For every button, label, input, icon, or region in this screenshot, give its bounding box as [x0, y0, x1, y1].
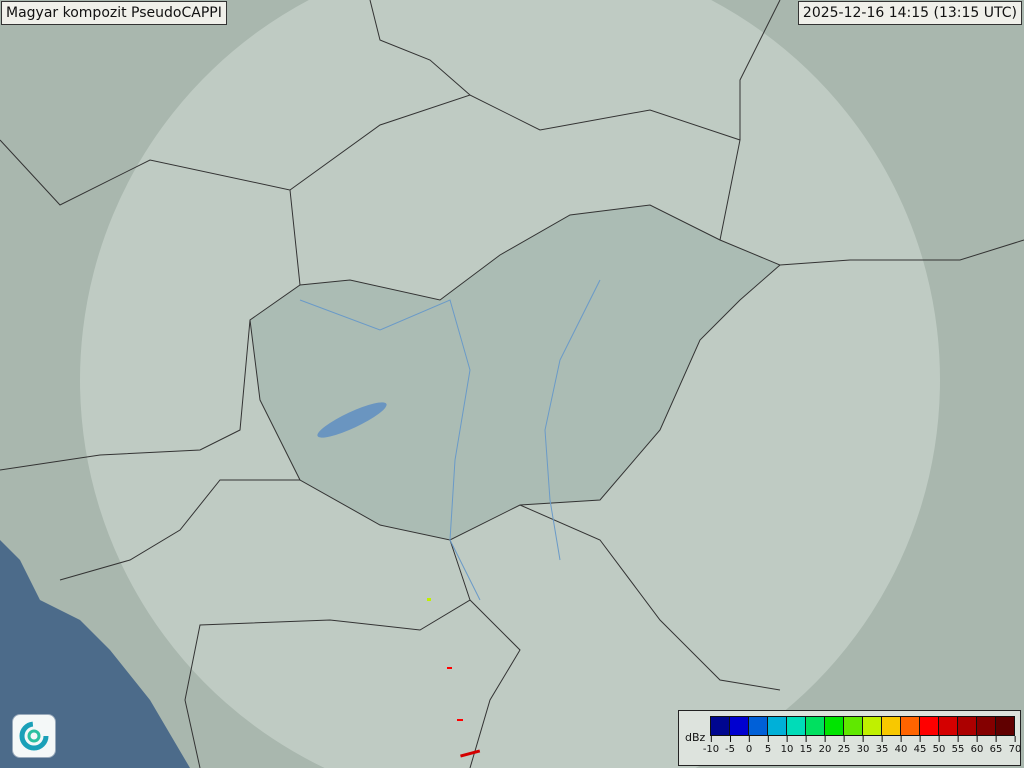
sea — [0, 540, 190, 768]
legend-tick: -10 — [702, 736, 720, 755]
legend-tick: 30 — [856, 736, 870, 755]
color-cell — [768, 717, 787, 735]
color-cell — [958, 717, 977, 735]
timestamp: 2025-12-16 14:15 (13:15 UTC) — [797, 1, 1022, 25]
legend-tick: 65 — [989, 736, 1003, 755]
legend-tick: 70 — [1008, 736, 1022, 755]
legend-tick: 0 — [745, 736, 753, 755]
color-cell — [882, 717, 901, 735]
color-cell — [939, 717, 958, 735]
legend-unit: dBz — [685, 731, 706, 744]
color-cell — [806, 717, 825, 735]
color-cell — [749, 717, 768, 735]
color-cell — [825, 717, 844, 735]
legend-tick: 10 — [780, 736, 794, 755]
product-title: Magyar kompozit PseudoCAPPI — [1, 1, 227, 25]
rivers — [299, 279, 601, 601]
met-service-swirl-icon — [12, 714, 56, 758]
legend-tick: 60 — [970, 736, 984, 755]
color-cell — [920, 717, 939, 735]
legend-tick: 5 — [764, 736, 772, 755]
lake-balaton — [317, 402, 387, 438]
color-cell — [863, 717, 882, 735]
legend-tick: 25 — [837, 736, 851, 755]
legend-tick: 45 — [913, 736, 927, 755]
color-cell — [901, 717, 920, 735]
legend-tick: 20 — [818, 736, 832, 755]
legend-tick: 40 — [894, 736, 908, 755]
dbz-legend: dBz -10 -5 0 5 10 15 20 25 30 35 40 45 50 55 60 65 70 — [678, 710, 1021, 766]
color-cell — [787, 717, 806, 735]
color-cell — [996, 717, 1014, 735]
legend-tick: 35 — [875, 736, 889, 755]
legend-tick: -5 — [725, 736, 735, 755]
legend-ticks: -10 -5 0 5 10 15 20 25 30 35 40 45 50 55 60 65 70 — [703, 736, 1021, 764]
hungary-area — [250, 205, 780, 540]
legend-tick: 15 — [799, 736, 813, 755]
color-bar — [710, 716, 1015, 736]
legend-tick: 55 — [951, 736, 965, 755]
legend-tick: 50 — [932, 736, 946, 755]
radar-echoes — [427, 598, 481, 758]
color-cell — [711, 717, 730, 735]
color-cell — [730, 717, 749, 735]
color-cell — [977, 717, 996, 735]
color-cell — [844, 717, 863, 735]
